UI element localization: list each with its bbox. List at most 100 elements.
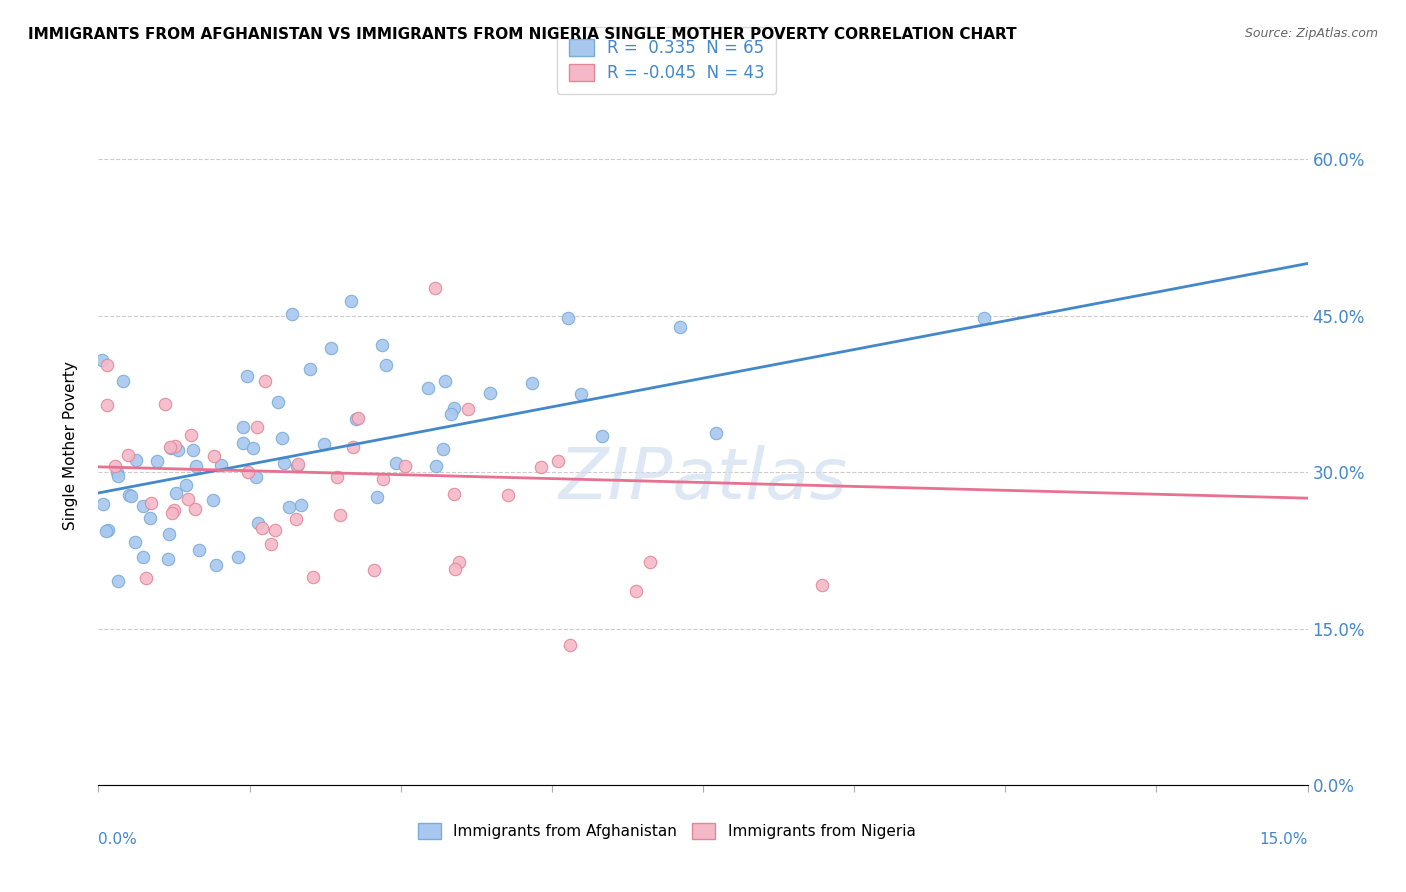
Point [165, 485, 187, 500]
Point [443, 487, 465, 501]
Point [91, 353, 114, 368]
Point [254, 374, 277, 388]
Point [104, 459, 127, 474]
Point [232, 420, 254, 434]
Point [370, 337, 392, 351]
Point [522, 376, 544, 391]
Point [184, 502, 207, 516]
Point [162, 506, 184, 520]
Point [443, 401, 465, 416]
Point [125, 453, 148, 467]
Point [394, 459, 416, 474]
Point [287, 457, 309, 471]
Point [246, 419, 269, 434]
Point [135, 571, 157, 585]
Point [299, 362, 322, 376]
Point [177, 492, 200, 507]
Point [363, 564, 385, 578]
Point [267, 395, 290, 409]
Point [440, 407, 463, 421]
Point [558, 638, 581, 652]
Point [157, 526, 180, 541]
Point [111, 374, 134, 388]
Point [132, 549, 155, 564]
Point [145, 454, 167, 468]
Point [184, 458, 207, 473]
Point [97, 523, 120, 537]
Point [371, 472, 394, 486]
Point [202, 492, 225, 507]
Point [449, 555, 471, 569]
Point [314, 437, 336, 451]
Point [547, 454, 569, 468]
Point [479, 386, 502, 401]
Point [973, 311, 995, 326]
Point [264, 523, 287, 537]
Point [138, 510, 160, 524]
Point [117, 448, 139, 462]
Point [569, 386, 592, 401]
Point [236, 369, 259, 384]
Point [96, 358, 118, 372]
Point [226, 549, 249, 564]
Point [163, 502, 186, 516]
Point [165, 439, 187, 453]
Point [704, 425, 727, 440]
Point [457, 402, 479, 417]
Point [624, 584, 647, 599]
Point [96, 524, 118, 539]
Text: Source: ZipAtlas.com: Source: ZipAtlas.com [1244, 27, 1378, 40]
Point [302, 570, 325, 584]
Legend: Immigrants from Afghanistan, Immigrants from Nigeria: Immigrants from Afghanistan, Immigrants … [412, 817, 921, 845]
Point [174, 477, 197, 491]
Point [180, 427, 202, 442]
Point [347, 410, 370, 425]
Point [273, 456, 295, 470]
Point [425, 458, 447, 473]
Y-axis label: Single Mother Poverty: Single Mother Poverty [63, 361, 77, 531]
Point [496, 488, 519, 502]
Point [118, 488, 141, 502]
Point [669, 320, 692, 334]
Point [284, 511, 307, 525]
Point [384, 456, 406, 470]
Point [342, 441, 364, 455]
Point [432, 442, 454, 457]
Point [270, 431, 292, 445]
Point [247, 516, 270, 530]
Point [202, 449, 225, 463]
Point [159, 441, 181, 455]
Point [166, 442, 188, 457]
Point [245, 469, 267, 483]
Point [105, 465, 128, 479]
Point [530, 460, 553, 475]
Point [321, 341, 343, 355]
Point [153, 397, 176, 411]
Point [181, 442, 204, 457]
Point [107, 574, 129, 589]
Point [329, 508, 352, 522]
Point [232, 436, 254, 450]
Text: 0.0%: 0.0% [98, 832, 138, 847]
Point [281, 307, 304, 321]
Point [156, 552, 179, 566]
Point [591, 428, 613, 442]
Point [811, 578, 834, 592]
Point [344, 412, 367, 426]
Point [326, 470, 349, 484]
Point [159, 440, 181, 454]
Point [96, 398, 118, 412]
Point [139, 496, 162, 510]
Point [205, 558, 228, 572]
Point [557, 310, 579, 325]
Point [416, 381, 439, 395]
Point [120, 489, 142, 503]
Point [242, 441, 264, 455]
Point [444, 562, 467, 576]
Point [124, 535, 146, 549]
Point [434, 375, 457, 389]
Point [209, 458, 232, 472]
Point [423, 281, 446, 295]
Point [187, 543, 209, 558]
Point [366, 490, 388, 504]
